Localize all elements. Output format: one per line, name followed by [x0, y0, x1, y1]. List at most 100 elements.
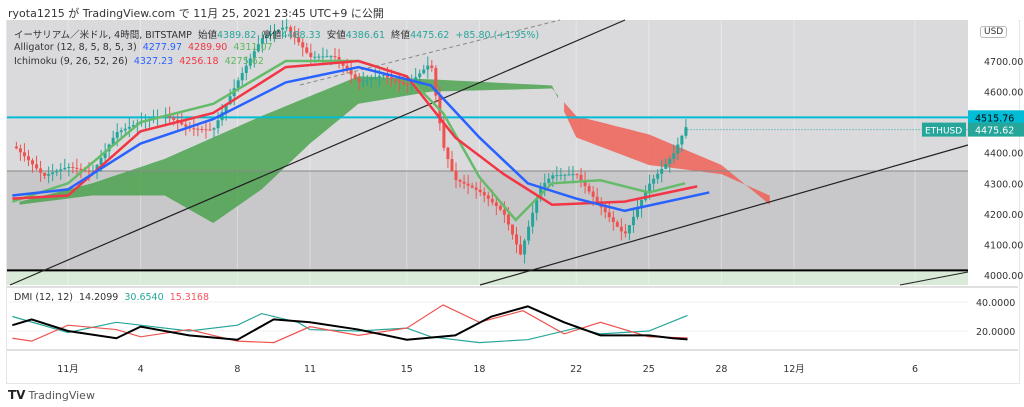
- candle: [131, 125, 135, 127]
- candle: [168, 115, 172, 118]
- candle: [676, 144, 680, 154]
- price-tick-label: 4700.00: [984, 57, 1023, 68]
- candle: [672, 153, 676, 159]
- candle: [281, 27, 285, 30]
- candle: [547, 178, 551, 183]
- candle: [329, 56, 333, 58]
- alligator-legend[interactable]: Alligator (12, 8, 5, 8, 5, 3) 4277.97 42…: [14, 42, 273, 53]
- close-label: 終値: [391, 30, 411, 41]
- candle: [523, 240, 527, 255]
- candle: [474, 187, 478, 190]
- candle: [301, 42, 305, 48]
- candle: [644, 191, 648, 200]
- candle: [26, 156, 30, 161]
- date-tick-label: 22: [570, 364, 582, 375]
- date-tick-label: 11: [304, 364, 316, 375]
- alligator-lips-value: 4311.07: [233, 42, 273, 53]
- tradingview-logo: TV TradingView: [8, 388, 95, 402]
- candle: [365, 79, 369, 81]
- dmi-label: DMI (12, 12): [14, 292, 73, 303]
- candle: [611, 217, 615, 223]
- candle: [535, 198, 539, 213]
- candle: [519, 244, 523, 255]
- candle: [67, 167, 71, 169]
- candle: [345, 65, 349, 71]
- candle: [442, 123, 446, 148]
- candle: [502, 209, 506, 215]
- candle: [369, 78, 373, 80]
- candle: [47, 174, 51, 176]
- price-tick-label: 4200.00: [984, 210, 1023, 221]
- dmi-legend[interactable]: DMI (12, 12) 14.2099 30.6540 15.3168: [14, 292, 209, 303]
- candle: [357, 78, 361, 82]
- high-value: 4488.33: [281, 30, 321, 41]
- low-value: 4386.61: [345, 30, 385, 41]
- candle: [482, 192, 486, 196]
- price-axis: [968, 20, 1018, 360]
- candle: [414, 77, 418, 81]
- logo-text: TradingView: [28, 389, 95, 402]
- alligator-teeth-line: [12, 59, 698, 206]
- candle: [422, 69, 426, 74]
- currency-button[interactable]: USD: [980, 26, 1008, 38]
- candle: [103, 151, 107, 159]
- candle: [196, 128, 200, 130]
- candle: [563, 174, 567, 176]
- candle: [660, 168, 664, 174]
- ichimoku-legend[interactable]: Ichimoku (9, 26, 52, 26) 4327.23 4256.18…: [14, 56, 264, 67]
- trend-line-dashed: [299, 19, 561, 86]
- minus-di-line: [12, 304, 688, 344]
- date-tick-label: 4: [138, 364, 144, 375]
- candle: [361, 80, 365, 82]
- candle: [220, 112, 224, 121]
- candle: [212, 128, 216, 130]
- date-tick-label: 6: [912, 364, 918, 375]
- alligator-label: Alligator (12, 8, 5, 8, 5, 3): [14, 42, 137, 53]
- candle: [450, 159, 454, 171]
- candle: [426, 65, 430, 70]
- candle: [575, 174, 579, 176]
- low-label: 安値: [326, 30, 346, 41]
- candle: [648, 183, 652, 192]
- candle: [595, 196, 599, 203]
- hline-price-label: 4515.76: [975, 113, 1014, 124]
- candle: [268, 33, 272, 36]
- candle: [59, 169, 63, 171]
- candle: [240, 72, 244, 81]
- candle: [252, 51, 256, 59]
- candle: [543, 182, 547, 188]
- price-tick-label: 4100.00: [984, 240, 1023, 251]
- candle: [527, 226, 531, 241]
- candle: [498, 205, 502, 210]
- change-value: +85.80 (+1.95%): [455, 30, 540, 41]
- candle: [381, 75, 385, 77]
- candle: [579, 174, 583, 181]
- candle: [35, 164, 39, 169]
- candle: [684, 127, 688, 136]
- candle: [478, 189, 482, 193]
- date-tick-label: 12月: [783, 364, 805, 375]
- candle: [256, 44, 260, 52]
- date-tick-label: 8: [234, 364, 240, 375]
- candle: [87, 170, 91, 173]
- candle: [591, 191, 595, 197]
- candle: [587, 186, 591, 192]
- candle: [636, 208, 640, 217]
- candle: [192, 128, 196, 130]
- candle: [127, 126, 131, 129]
- candle: [317, 56, 321, 58]
- candle: [75, 167, 79, 169]
- candle: [446, 147, 450, 160]
- candle: [43, 172, 47, 176]
- alligator-jaw-line: [12, 65, 710, 213]
- candle: [418, 73, 422, 78]
- last-price-label: 4475.62: [975, 126, 1014, 137]
- candle: [277, 29, 281, 32]
- candle: [99, 158, 103, 165]
- candle: [640, 199, 644, 209]
- candle: [668, 158, 672, 164]
- candle: [434, 68, 438, 96]
- high-label: 高値: [262, 30, 282, 41]
- minus-di-value: 15.3168: [169, 292, 209, 303]
